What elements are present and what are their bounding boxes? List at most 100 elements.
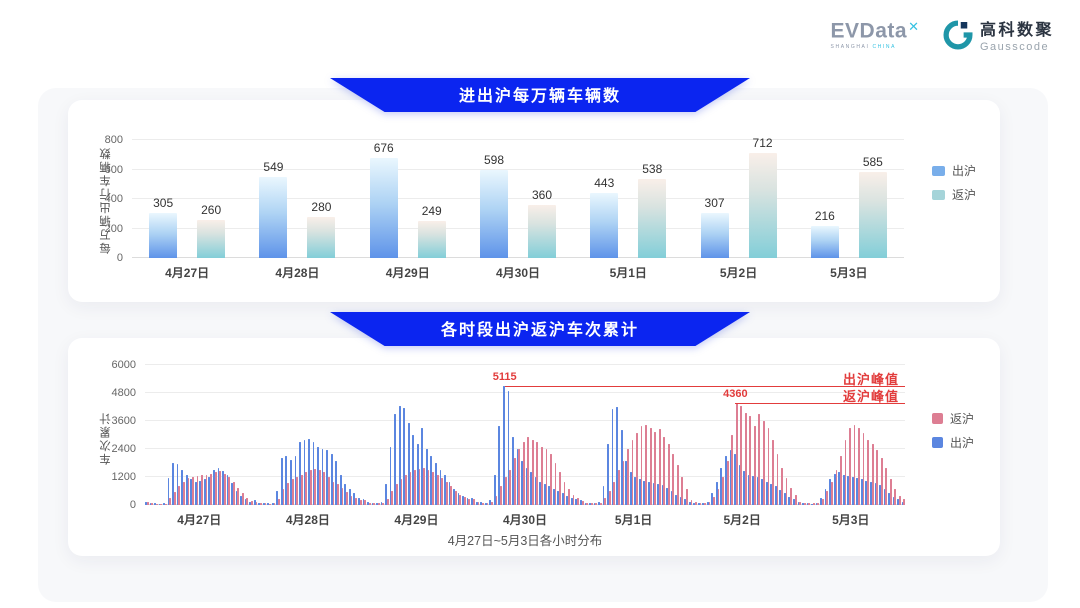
c2-bar-出沪 bbox=[638, 479, 641, 505]
hour-slot bbox=[688, 365, 694, 505]
c2-bar-返沪 bbox=[808, 503, 811, 505]
hour-slot bbox=[371, 365, 377, 505]
c2-bar-出沪 bbox=[530, 472, 532, 505]
hour-slot bbox=[838, 365, 843, 505]
c2-bar-出沪 bbox=[897, 499, 899, 505]
hour-slot bbox=[824, 365, 830, 505]
c2-bar-返沪 bbox=[713, 496, 715, 505]
hour-slot bbox=[552, 365, 558, 505]
hour-slot bbox=[584, 365, 590, 505]
c2-bar-返沪 bbox=[341, 487, 344, 505]
c2-bar-返沪 bbox=[445, 481, 448, 505]
hour-slot bbox=[643, 365, 648, 505]
c2-bar-返沪 bbox=[241, 493, 244, 505]
c2-bar-出沪 bbox=[598, 501, 600, 505]
c1-bar-返沪 bbox=[307, 216, 336, 258]
c2-bar-出沪 bbox=[570, 498, 573, 505]
c2-bar-出沪 bbox=[167, 478, 170, 505]
c2-bar-出沪 bbox=[190, 479, 193, 505]
c2-bar-返沪 bbox=[785, 478, 788, 505]
c2-bar-返沪 bbox=[821, 499, 824, 505]
hour-slot bbox=[747, 365, 753, 505]
hour-slot bbox=[475, 365, 481, 505]
c2-bar-返沪 bbox=[278, 499, 280, 505]
c2-bar-返沪 bbox=[649, 428, 652, 505]
c2-bar-返沪 bbox=[876, 450, 879, 505]
hour-slot bbox=[235, 365, 241, 505]
c2-bar-返沪 bbox=[386, 499, 389, 505]
c2-bar-返沪 bbox=[853, 424, 856, 505]
c2-bar-出沪 bbox=[602, 486, 605, 505]
c1-bar-出沪 bbox=[810, 226, 839, 258]
c2-bar-出沪 bbox=[684, 499, 686, 505]
c2-bar-出沪 bbox=[303, 439, 306, 505]
hour-slot bbox=[480, 365, 485, 505]
bar-value-label: 538 bbox=[642, 161, 663, 176]
chart2-card: 车次累计 0 1200 2400 3600 4800 6000 5115 出沪峰值 4360 返… bbox=[68, 338, 1000, 556]
c2-bar-出沪 bbox=[738, 465, 741, 505]
c2-bar-返沪 bbox=[604, 498, 607, 505]
c2-bar-返沪 bbox=[373, 503, 376, 505]
c2-bar-出沪 bbox=[330, 453, 333, 505]
c2-bar-出沪 bbox=[879, 485, 881, 505]
x-axis-day-label: 5月2日 bbox=[723, 513, 761, 527]
c2-bar-出沪 bbox=[271, 502, 274, 505]
hour-slot bbox=[806, 365, 812, 505]
c2-bar-出沪 bbox=[706, 502, 709, 505]
c2-bar-出沪 bbox=[584, 502, 587, 505]
c2-bar-返沪 bbox=[151, 503, 154, 505]
c2-bar-返沪 bbox=[192, 477, 194, 505]
chart2-title-banner: 各时段出沪返沪车次累计 bbox=[330, 312, 750, 346]
c2-bar-返沪 bbox=[776, 453, 779, 505]
hour-slot bbox=[407, 365, 413, 505]
c2-bar-返沪 bbox=[885, 467, 888, 505]
legend-item-出沪[interactable]: 出沪 bbox=[932, 434, 974, 451]
hour-slot bbox=[670, 365, 676, 505]
hour-slot bbox=[788, 365, 793, 505]
c2-bar-出沪 bbox=[299, 442, 301, 505]
c2-bar-出沪 bbox=[453, 488, 455, 505]
hour-slot bbox=[145, 365, 150, 505]
c2-bar-返沪 bbox=[758, 414, 761, 505]
legend-label: 出沪 bbox=[952, 164, 977, 178]
c2-bar-出沪 bbox=[376, 502, 378, 505]
c2-bar-出沪 bbox=[235, 491, 238, 505]
c2-bar-出沪 bbox=[675, 494, 677, 505]
c2-bar-返沪 bbox=[486, 502, 489, 505]
hour-slot bbox=[888, 365, 893, 505]
bar-group: 443 538 bbox=[573, 140, 683, 258]
c2-bar-出沪 bbox=[498, 425, 501, 505]
c2-bar-出沪 bbox=[702, 503, 705, 505]
legend-item-返沪[interactable]: 返沪 bbox=[932, 186, 976, 203]
c2-bar-返沪 bbox=[441, 478, 444, 505]
c2-bar-出沪 bbox=[339, 474, 342, 505]
hour-slot bbox=[507, 365, 513, 505]
c2-bar-出沪 bbox=[181, 470, 184, 505]
c2-bar-出沪 bbox=[253, 500, 256, 505]
c2-bar-返沪 bbox=[830, 481, 833, 505]
c2-bar-出沪 bbox=[616, 407, 619, 505]
c2-bar-返沪 bbox=[844, 439, 847, 505]
c2-bar-出沪 bbox=[797, 502, 800, 505]
bar-wrap: 360 bbox=[527, 188, 556, 258]
c2-bar-出沪 bbox=[548, 486, 551, 505]
hour-slot bbox=[231, 365, 236, 505]
hour-slot bbox=[435, 365, 440, 505]
evdata-logo-text: EVData bbox=[830, 19, 908, 43]
hour-slot bbox=[534, 365, 540, 505]
c2-bar-返沪 bbox=[690, 500, 693, 505]
hour-slot bbox=[570, 365, 576, 505]
legend-item-出沪[interactable]: 出沪 bbox=[932, 162, 976, 179]
hour-slot bbox=[154, 365, 159, 505]
legend-item-返沪[interactable]: 返沪 bbox=[932, 410, 974, 427]
c2-bar-出沪 bbox=[172, 463, 174, 505]
bar-value-label: 712 bbox=[752, 135, 773, 150]
hour-slot bbox=[598, 365, 603, 505]
c2-bar-返沪 bbox=[536, 442, 539, 505]
gridline bbox=[132, 257, 904, 258]
c2-bar-返沪 bbox=[187, 478, 190, 505]
c2-bar-返沪 bbox=[636, 432, 638, 505]
c2-bar-返沪 bbox=[391, 491, 394, 505]
gausscode-text: 高科数聚 Gausscode bbox=[980, 16, 1054, 53]
legend-label: 返沪 bbox=[952, 188, 977, 202]
